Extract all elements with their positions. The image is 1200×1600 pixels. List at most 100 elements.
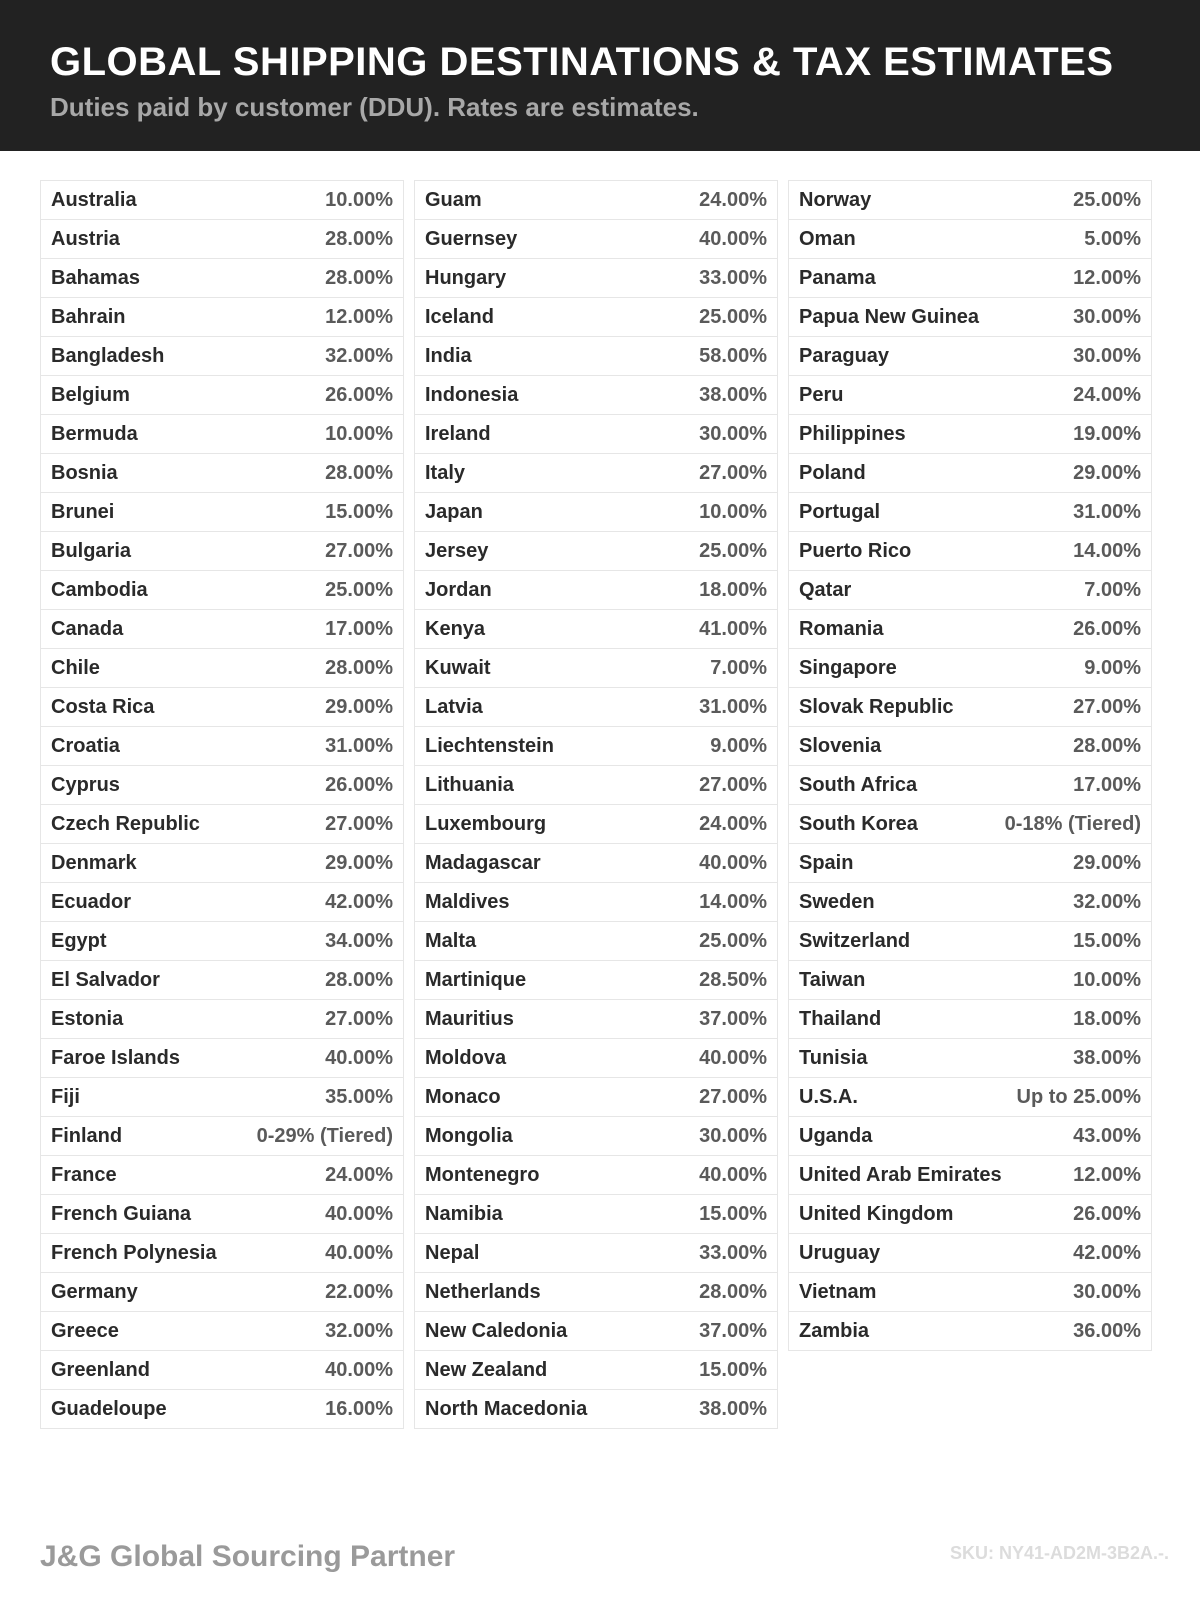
country-name: Kuwait — [425, 656, 491, 679]
country-name: Nepal — [425, 1241, 480, 1264]
country-name: Greece — [51, 1319, 119, 1342]
country-name: French Guiana — [51, 1202, 192, 1225]
table-row: Czech Republic 27.00% — [41, 805, 403, 844]
country-name: Tunisia — [799, 1046, 868, 1069]
country-name: Montenegro — [425, 1163, 540, 1186]
table-row: Cyprus 26.00% — [41, 766, 403, 805]
country-name: Norway — [799, 188, 872, 211]
table-row: Poland 29.00% — [789, 454, 1151, 493]
tax-rate: 19.00% — [1073, 422, 1141, 445]
country-name: South Africa — [799, 773, 918, 796]
country-name: United Arab Emirates — [799, 1163, 1002, 1186]
tax-rate: 12.00% — [1073, 1163, 1141, 1186]
country-name: Denmark — [51, 851, 137, 874]
tax-rate: 18.00% — [699, 578, 767, 601]
table-row: South Africa 17.00% — [789, 766, 1151, 805]
tax-rate: 42.00% — [325, 890, 393, 913]
country-name: North Macedonia — [425, 1397, 588, 1420]
table-row: Ecuador 42.00% — [41, 883, 403, 922]
tax-rate: 40.00% — [325, 1202, 393, 1225]
country-name: Mauritius — [425, 1007, 514, 1030]
table-row: Jordan 18.00% — [415, 571, 777, 610]
table-row: Bahrain 12.00% — [41, 298, 403, 337]
tax-rate: 29.00% — [1073, 851, 1141, 874]
rates-table-column-1: Australia 10.00% Austria 28.00% Bahamas 28.00… — [40, 180, 404, 1429]
country-name: U.S.A. — [799, 1085, 858, 1108]
tax-rate: 30.00% — [1073, 1280, 1141, 1303]
country-name: Japan — [425, 500, 483, 523]
country-name: Estonia — [51, 1007, 124, 1030]
table-row: Nepal 33.00% — [415, 1234, 777, 1273]
tax-rate: 24.00% — [1073, 383, 1141, 406]
country-name: Latvia — [425, 695, 483, 718]
tax-rate: 25.00% — [325, 578, 393, 601]
table-row: Lithuania 27.00% — [415, 766, 777, 805]
table-row: Taiwan 10.00% — [789, 961, 1151, 1000]
table-row: Zambia 36.00% — [789, 1312, 1151, 1351]
tax-rate: 17.00% — [1073, 773, 1141, 796]
country-name: Bosnia — [51, 461, 118, 484]
rates-table-column-2: Guam 24.00% Guernsey 40.00% Hungary 33.00% Ice… — [414, 180, 778, 1429]
table-row: Slovenia 28.00% — [789, 727, 1151, 766]
country-name: Maldives — [425, 890, 510, 913]
country-name: Guernsey — [425, 227, 518, 250]
country-name: Croatia — [51, 734, 120, 757]
table-row: Faroe Islands 40.00% — [41, 1039, 403, 1078]
table-row: Bermuda 10.00% — [41, 415, 403, 454]
table-row: Bosnia 28.00% — [41, 454, 403, 493]
tax-rate: 30.00% — [699, 1124, 767, 1147]
country-name: Uganda — [799, 1124, 873, 1147]
tax-rate: 10.00% — [1073, 968, 1141, 991]
table-row: Guadeloupe 16.00% — [41, 1390, 403, 1429]
country-name: Kenya — [425, 617, 486, 640]
tax-rate: 38.00% — [699, 383, 767, 406]
tax-rate: 10.00% — [699, 500, 767, 523]
country-name: Bulgaria — [51, 539, 132, 562]
tax-rate: 16.00% — [325, 1397, 393, 1420]
table-row: Greenland 40.00% — [41, 1351, 403, 1390]
country-name: El Salvador — [51, 968, 160, 991]
table-row: Hungary 33.00% — [415, 259, 777, 298]
table-row: Canada 17.00% — [41, 610, 403, 649]
country-name: India — [425, 344, 472, 367]
tax-rate: 28.00% — [325, 266, 393, 289]
country-name: Taiwan — [799, 968, 866, 991]
country-name: Poland — [799, 461, 866, 484]
tax-rate: 26.00% — [1073, 617, 1141, 640]
table-row: Montenegro 40.00% — [415, 1156, 777, 1195]
table-row: Vietnam 30.00% — [789, 1273, 1151, 1312]
table-row: Maldives 14.00% — [415, 883, 777, 922]
table-row: Estonia 27.00% — [41, 1000, 403, 1039]
table-row: Latvia 31.00% — [415, 688, 777, 727]
table-row: Oman 5.00% — [789, 220, 1151, 259]
tax-rate: 30.00% — [699, 422, 767, 445]
tax-rate: 15.00% — [699, 1358, 767, 1381]
country-name: Switzerland — [799, 929, 911, 952]
country-name: Chile — [51, 656, 100, 679]
tax-rate: 27.00% — [1073, 695, 1141, 718]
table-row: Chile 28.00% — [41, 649, 403, 688]
tax-rate: 36.00% — [1073, 1319, 1141, 1342]
table-row: Singapore 9.00% — [789, 649, 1151, 688]
country-name: Canada — [51, 617, 124, 640]
tax-rate: 24.00% — [699, 812, 767, 835]
table-row: Bulgaria 27.00% — [41, 532, 403, 571]
table-row: North Macedonia 38.00% — [415, 1390, 777, 1429]
country-name: Belgium — [51, 383, 130, 406]
country-name: Guadeloupe — [51, 1397, 167, 1420]
country-name: Spain — [799, 851, 854, 874]
tax-rate: 40.00% — [699, 1163, 767, 1186]
country-name: Liechtenstein — [425, 734, 554, 757]
tax-rate: 37.00% — [699, 1319, 767, 1342]
country-name: Uruguay — [799, 1241, 881, 1264]
table-row: Belgium 26.00% — [41, 376, 403, 415]
country-name: Qatar — [799, 578, 852, 601]
table-row: Uganda 43.00% — [789, 1117, 1151, 1156]
tax-rate: 7.00% — [710, 656, 767, 679]
tax-rate: 30.00% — [1073, 305, 1141, 328]
country-name: Iceland — [425, 305, 494, 328]
tax-rate: 28.00% — [325, 227, 393, 250]
country-name: Brunei — [51, 500, 115, 523]
tax-rate: 40.00% — [699, 1046, 767, 1069]
country-name: Ireland — [425, 422, 491, 445]
